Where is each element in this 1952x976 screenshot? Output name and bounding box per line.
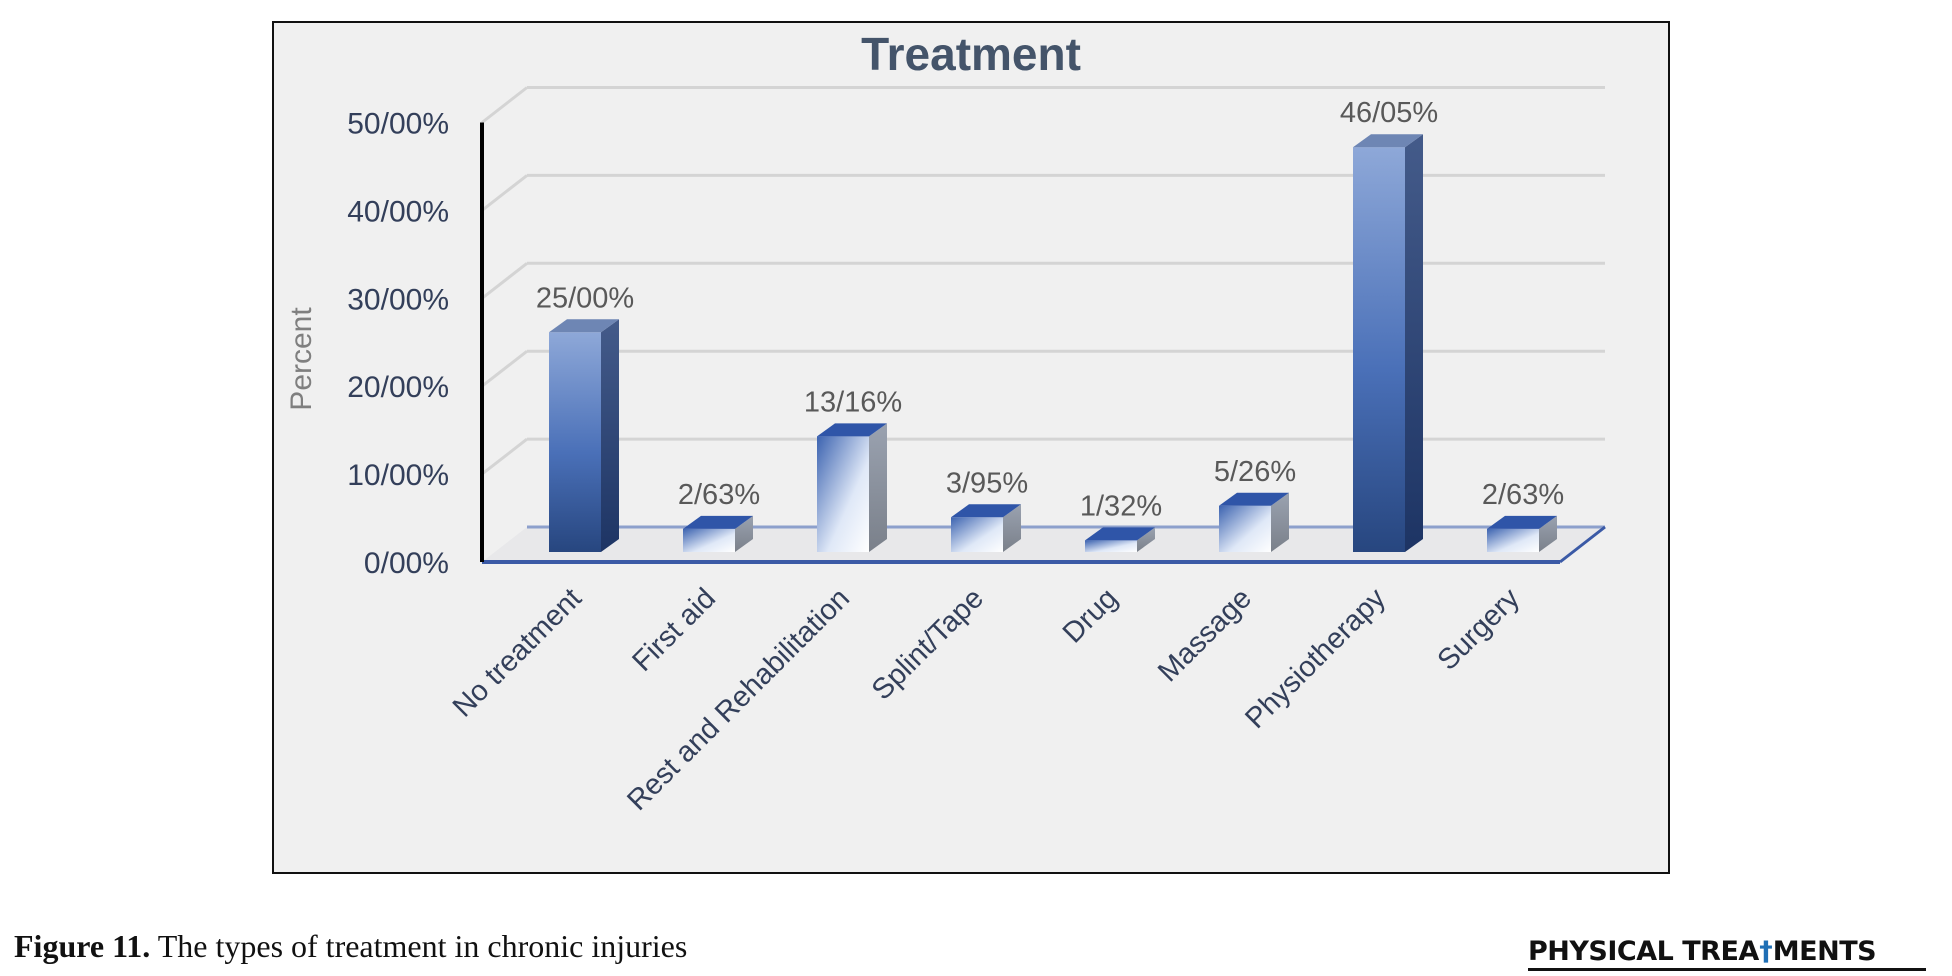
data-label: 46/05% bbox=[1340, 97, 1438, 129]
bar-side bbox=[869, 423, 887, 552]
x-tick-label: Surgery bbox=[1432, 582, 1527, 677]
bar-side bbox=[1003, 504, 1021, 552]
y-axis-title: Percent bbox=[285, 307, 318, 411]
gridline bbox=[481, 437, 528, 476]
axes bbox=[480, 122, 1606, 564]
bar-top bbox=[549, 319, 619, 333]
gridline bbox=[481, 262, 528, 300]
y-tick-label: 10/00% bbox=[347, 459, 449, 492]
x-tick-label: Massage bbox=[1152, 582, 1258, 688]
y-tick-label: 30/00% bbox=[347, 283, 449, 316]
bar-top bbox=[817, 423, 887, 437]
chart-canvas: 25/00% 2/63% 13/16% 3/95% 1/32% 5/26% 46/05% 2/… bbox=[285, 28, 1606, 817]
x-tick-label: Splint/Tape bbox=[866, 582, 990, 706]
data-label: 1/32% bbox=[1080, 490, 1162, 522]
bar-2 bbox=[683, 515, 753, 552]
bar-top bbox=[683, 515, 753, 529]
caption-text: The types of treatment in chronic injuri… bbox=[150, 928, 688, 964]
bar-3 bbox=[817, 423, 887, 552]
data-label: 2/63% bbox=[1482, 479, 1564, 511]
chart-frame: 25/00% 2/63% 13/16% 3/95% 1/32% 5/26% 46/05% 2/… bbox=[272, 21, 1670, 874]
bar-4 bbox=[951, 504, 1021, 552]
tick-labels: 0/00% 10/00% 20/00% 30/00% 40/00% 50/00% No tr… bbox=[347, 108, 1526, 817]
bar-front bbox=[817, 436, 869, 552]
data-label: 13/16% bbox=[804, 386, 902, 418]
gridline bbox=[481, 350, 528, 388]
x-tick-label: Rest and Rehabilitation bbox=[621, 582, 856, 817]
figure-caption: Figure 11. The types of treatment in chr… bbox=[14, 928, 687, 965]
bar-side bbox=[735, 515, 753, 552]
bar-7 bbox=[1353, 134, 1423, 552]
bar-front bbox=[1487, 528, 1539, 552]
bar-side bbox=[1405, 134, 1423, 552]
data-label: 3/95% bbox=[946, 467, 1028, 499]
bar-front bbox=[1219, 505, 1271, 552]
y-tick-label: 20/00% bbox=[347, 371, 449, 404]
bar-8 bbox=[1487, 515, 1557, 552]
data-label: 25/00% bbox=[536, 282, 634, 314]
caption-label: Figure 11. bbox=[14, 928, 151, 964]
logo-text-left: PHYSICAL TREA bbox=[1528, 936, 1759, 967]
floor-right-edge bbox=[1559, 525, 1606, 564]
floor-plane bbox=[482, 527, 1605, 562]
bar-side bbox=[1539, 515, 1557, 552]
data-label: 2/63% bbox=[678, 479, 760, 511]
y-tick-label: 0/00% bbox=[364, 547, 449, 580]
logo-text-right: MENTS bbox=[1772, 936, 1877, 967]
bar-top bbox=[1353, 134, 1423, 148]
bar-side bbox=[1271, 492, 1289, 552]
data-labels: 25/00% 2/63% 13/16% 3/95% 1/32% 5/26% 46/05% 2/… bbox=[536, 97, 1564, 522]
bar-5 bbox=[1085, 527, 1155, 552]
bar-top bbox=[1085, 527, 1155, 541]
bar-front bbox=[549, 332, 601, 552]
bar-front bbox=[951, 517, 1003, 552]
x-tick-label: Drug bbox=[1057, 582, 1124, 649]
bar-1 bbox=[549, 319, 619, 552]
logo-figure-icon: † bbox=[1759, 936, 1773, 967]
x-tick-label: Physiotherapy bbox=[1239, 582, 1392, 735]
bar-6 bbox=[1219, 492, 1289, 552]
chart-title: Treatment bbox=[861, 28, 1081, 80]
x-tick-label: No treatment bbox=[447, 582, 588, 723]
bars bbox=[549, 134, 1557, 552]
publisher-logo: PHYSICAL TREA†MENTS bbox=[1528, 936, 1928, 967]
gridline bbox=[481, 86, 528, 124]
bar-front bbox=[683, 528, 735, 552]
bar-front bbox=[1085, 540, 1137, 552]
y-tick-label: 40/00% bbox=[347, 195, 449, 228]
bar-side bbox=[1137, 527, 1155, 552]
bar-top bbox=[1487, 515, 1557, 529]
gridline bbox=[481, 174, 528, 212]
bar-top bbox=[951, 504, 1021, 518]
gridlines bbox=[481, 86, 1605, 476]
data-label: 5/26% bbox=[1214, 456, 1296, 488]
bar-side bbox=[601, 319, 619, 552]
bar-front bbox=[1353, 147, 1405, 552]
x-tick-label: First aid bbox=[626, 582, 722, 678]
y-tick-label: 50/00% bbox=[347, 108, 449, 141]
logo-underline bbox=[1528, 968, 1926, 971]
bar-top bbox=[1219, 492, 1289, 506]
